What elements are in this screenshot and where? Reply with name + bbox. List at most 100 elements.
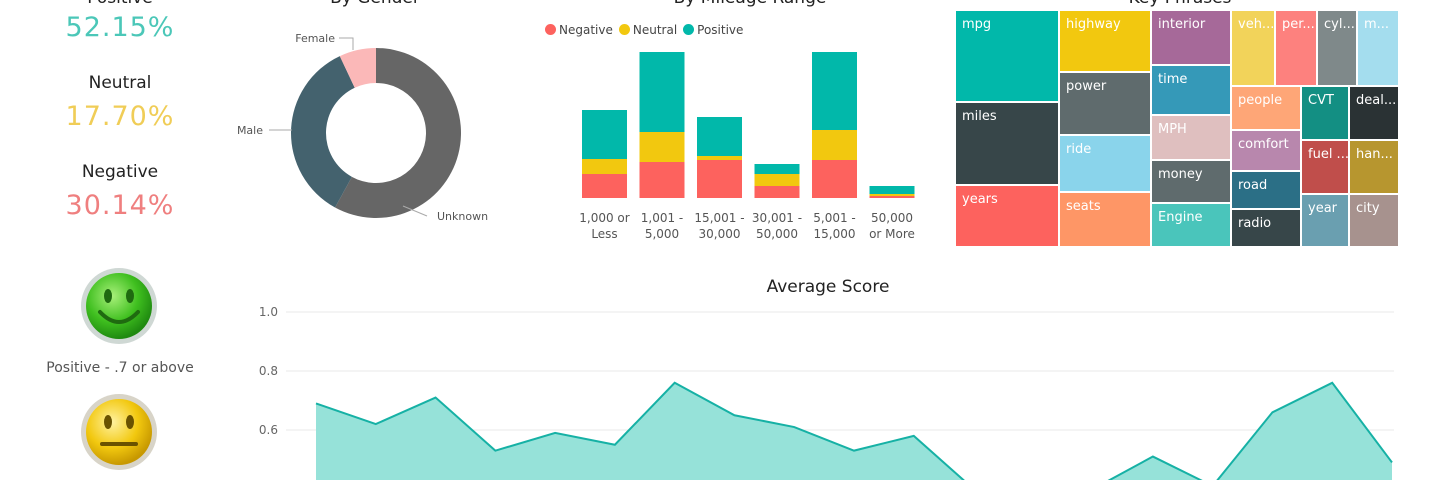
treemap-tile[interactable]: MPH xyxy=(1152,116,1232,161)
positive-smiley-icon xyxy=(81,268,157,344)
treemap-tile[interactable]: fuel ... xyxy=(1302,141,1350,195)
bar-negative-5[interactable] xyxy=(869,196,915,198)
legend-positive-swatch xyxy=(683,24,695,35)
y-tick-label: 0.8 xyxy=(259,364,278,378)
donut-slice-unknown[interactable] xyxy=(335,48,461,218)
treemap-tile[interactable]: ride xyxy=(1060,136,1152,193)
donut-slice-male[interactable] xyxy=(291,56,355,208)
area-point-9[interactable] xyxy=(851,448,857,454)
bar-positive-4[interactable] xyxy=(812,52,857,130)
bar-category-label: 1,000 or xyxy=(579,211,630,225)
bar-negative-2[interactable] xyxy=(697,160,742,198)
bar-category-label: 30,000 xyxy=(699,227,741,241)
treemap-tile[interactable]: city xyxy=(1350,195,1400,248)
area-point-0[interactable] xyxy=(313,400,319,406)
bar-neutral-4[interactable] xyxy=(812,130,857,160)
area-point-4[interactable] xyxy=(552,430,558,436)
area-point-14[interactable] xyxy=(1150,454,1156,460)
legend-neutral-swatch xyxy=(618,24,630,35)
legend-positive-label: Positive xyxy=(697,22,744,37)
area-point-16[interactable] xyxy=(1269,409,1275,415)
donut-leader-line xyxy=(339,37,354,50)
area-point-1[interactable] xyxy=(373,421,379,427)
area-point-6[interactable] xyxy=(672,380,678,386)
key-phrases-treemap: mpg miles years highway power ride seats interi… xyxy=(956,11,1400,248)
bar-positive-5[interactable] xyxy=(869,186,915,194)
bar-negative-1[interactable] xyxy=(639,162,685,198)
donut-slice-female[interactable] xyxy=(339,48,376,88)
legend-negative: Negative xyxy=(545,23,613,37)
treemap-tile[interactable]: per... xyxy=(1276,11,1318,87)
donut-leader-line xyxy=(402,205,428,217)
treemap-tile[interactable]: year xyxy=(1302,195,1350,248)
average-score-title: Average Score xyxy=(766,277,890,297)
bar-positive-3[interactable] xyxy=(754,164,800,174)
treemap-tile[interactable]: Engine xyxy=(1152,204,1232,248)
treemap-tile[interactable]: people xyxy=(1232,87,1302,131)
y-tick-label: 0.6 xyxy=(259,423,278,437)
treemap-tile[interactable]: mpg xyxy=(956,11,1060,103)
bar-neutral-5[interactable] xyxy=(869,194,915,196)
area-point-7[interactable] xyxy=(731,412,737,418)
area-point-10[interactable] xyxy=(911,433,917,439)
area-point-17[interactable] xyxy=(1329,380,1335,386)
donut-label-unknown: Unknown xyxy=(437,210,488,223)
bar-positive-0[interactable] xyxy=(582,110,627,159)
area-point-2[interactable] xyxy=(433,395,439,401)
treemap-tile[interactable]: comfort xyxy=(1232,131,1302,172)
donut-label-female: Female xyxy=(295,32,335,45)
area-line[interactable] xyxy=(315,381,1393,480)
mileage-bar-chart: 1,000 or Less 1,001 - 5,000 15,001 - 30,000 30… xyxy=(579,52,915,241)
bar-negative-3[interactable] xyxy=(754,186,800,198)
bar-neutral-3[interactable] xyxy=(754,174,800,186)
gender-chart-title: By Gender xyxy=(300,0,450,8)
treemap-tile[interactable]: cyl... xyxy=(1318,11,1358,87)
bar-category-label: 50,000 xyxy=(756,227,798,241)
treemap-tile[interactable]: CVT xyxy=(1302,87,1350,141)
treemap-tile[interactable]: money xyxy=(1152,161,1232,204)
bar-category-label: 5,001 - xyxy=(813,211,856,225)
area-point-3[interactable] xyxy=(492,448,498,454)
bar-category-label: 15,001 - xyxy=(694,211,744,225)
kpi-neutral-label: Neutral xyxy=(88,73,152,93)
bar-neutral-0[interactable] xyxy=(582,159,627,174)
area-point-8[interactable] xyxy=(791,424,797,430)
treemap-tile[interactable]: radio xyxy=(1232,210,1302,248)
area-fill xyxy=(316,382,1392,480)
treemap-tile[interactable]: veh... xyxy=(1232,11,1276,87)
bar-neutral-2[interactable] xyxy=(697,156,742,160)
bar-category-label: 5,000 xyxy=(645,227,679,241)
bar-category-label: 30,001 - xyxy=(752,211,802,225)
treemap-tile[interactable]: power xyxy=(1060,73,1152,136)
legend-negative-swatch xyxy=(545,24,556,35)
treemap-tile[interactable]: deal... xyxy=(1350,87,1400,141)
treemap-tile[interactable]: years xyxy=(956,186,1060,248)
positive-threshold-caption: Positive - .7 or above xyxy=(46,360,194,376)
treemap-tile[interactable]: highway xyxy=(1060,11,1152,73)
bar-category-label: Less xyxy=(591,227,617,241)
treemap-tile[interactable]: han... xyxy=(1350,141,1400,195)
bar-negative-0[interactable] xyxy=(582,174,627,198)
area-point-18[interactable] xyxy=(1389,459,1395,465)
treemap-tile[interactable]: miles xyxy=(956,103,1060,186)
treemap-tile[interactable]: time xyxy=(1152,66,1232,116)
bar-positive-2[interactable] xyxy=(697,117,742,156)
average-score-area-chart: 1.0 0.8 0.6 xyxy=(259,305,1395,480)
treemap-tile[interactable]: m... xyxy=(1358,11,1400,87)
y-tick-label: 1.0 xyxy=(259,305,278,319)
kpi-negative-value: 30.14% xyxy=(65,190,175,221)
kpi-neutral-value: 17.70% xyxy=(65,101,175,132)
bar-neutral-1[interactable] xyxy=(639,132,685,162)
bar-negative-4[interactable] xyxy=(812,160,857,198)
neutral-smiley-icon xyxy=(81,394,157,470)
treemap-tile[interactable]: interior xyxy=(1152,11,1232,66)
treemap-tile[interactable]: road xyxy=(1232,172,1302,210)
bar-category-label: 15,000 xyxy=(814,227,856,241)
treemap-tile[interactable]: seats xyxy=(1060,193,1152,248)
legend-neutral-label: Neutral xyxy=(632,22,678,37)
mileage-chart-title: By Mileage Range xyxy=(650,0,850,8)
key-phrases-title: Key Phrases xyxy=(1100,0,1260,8)
kpi-positive-value: 52.15% xyxy=(65,12,175,43)
area-point-5[interactable] xyxy=(612,442,618,448)
bar-positive-1[interactable] xyxy=(639,52,685,132)
